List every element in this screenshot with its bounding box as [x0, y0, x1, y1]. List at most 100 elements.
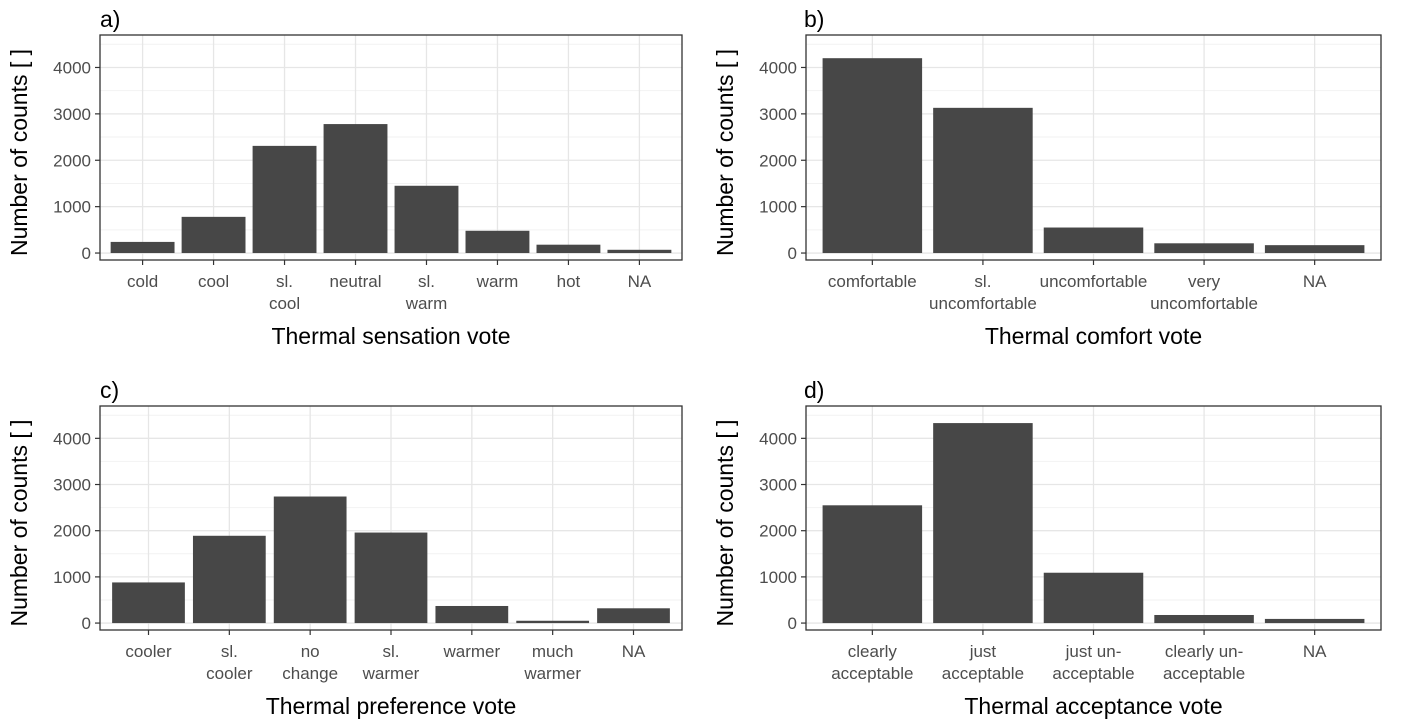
- x-tick-label: sl. cooler: [206, 642, 253, 683]
- x-tick-label-line: very: [1188, 272, 1221, 291]
- x-tick-label: NA: [622, 642, 646, 661]
- x-tick-label-line: acceptable: [1052, 664, 1134, 683]
- bar-2: [933, 423, 1033, 624]
- bar-3: [273, 496, 347, 624]
- x-tick-label: warm: [476, 272, 519, 291]
- bar-3: [1043, 572, 1144, 624]
- x-tick-label: sl. uncomfortable: [929, 272, 1037, 313]
- panel-label: a): [100, 6, 120, 32]
- bar-1: [822, 505, 923, 624]
- x-tick-label-line: sl.: [276, 272, 293, 291]
- x-tick-label: no change: [282, 642, 338, 683]
- y-tick-label: 0: [82, 244, 91, 263]
- x-tick-label-line: NA: [622, 642, 646, 661]
- x-axis-title: Thermal acceptance vote: [964, 693, 1222, 719]
- bar-7: [597, 608, 670, 624]
- x-tick-label-line: cool: [198, 272, 229, 291]
- x-tick-label-line: sl.: [974, 272, 991, 291]
- panel-label: c): [100, 377, 119, 403]
- y-tick-label: 2000: [759, 151, 797, 170]
- bar-5: [435, 605, 509, 624]
- y-tick-label: 4000: [759, 429, 797, 448]
- x-tick-label-line: clearly un-: [1165, 642, 1243, 661]
- x-tick-label-line: cooler: [125, 642, 172, 661]
- bar-2: [933, 107, 1033, 254]
- bar-2: [181, 216, 246, 254]
- x-tick-label-line: acceptable: [831, 664, 913, 683]
- x-tick-label: hot: [557, 272, 581, 291]
- panel-label: b): [804, 6, 824, 32]
- x-tick-label-line: sl.: [221, 642, 238, 661]
- bar-3: [1043, 227, 1144, 254]
- y-tick-label: 0: [788, 244, 797, 263]
- y-tick-label: 0: [788, 614, 797, 633]
- x-tick-label-line: uncomfortable: [1040, 272, 1148, 291]
- bar-4: [1154, 614, 1254, 624]
- x-tick-label: just un-acceptable: [1052, 642, 1134, 683]
- chart-panel-1: 0 1000 2000 3000 4000 cold cool sl. cool neutral s…: [6, 6, 683, 349]
- x-tick-label-line: acceptable: [942, 664, 1024, 683]
- x-tick-label: cooler: [125, 642, 172, 661]
- x-tick-label: cold: [127, 272, 158, 291]
- y-tick-label: 4000: [53, 58, 91, 77]
- x-tick-label-line: uncomfortable: [1150, 294, 1258, 313]
- y-tick-label: 3000: [53, 476, 91, 495]
- x-tick-label-line: just un-: [1065, 642, 1122, 661]
- panel-label: d): [804, 377, 824, 403]
- y-tick-label: 1000: [53, 198, 91, 217]
- x-tick-label-line: sl.: [418, 272, 435, 291]
- y-tick-label: 3000: [759, 476, 797, 495]
- bar-6: [465, 230, 530, 254]
- x-tick-label-line: uncomfortable: [929, 294, 1037, 313]
- x-tick-label: sl. warmer: [362, 642, 420, 683]
- x-tick-label: clearly acceptable: [831, 642, 913, 683]
- x-tick-label: NA: [1303, 642, 1327, 661]
- bar-5: [1264, 618, 1365, 624]
- chart-panel-3: 0 1000 2000 3000 4000 cooler sl. cooler no change…: [6, 377, 683, 719]
- x-tick-label-line: warmer: [362, 664, 420, 683]
- x-tick-label: just acceptable: [942, 642, 1024, 683]
- bar-3: [252, 145, 317, 254]
- y-tick-label: 0: [82, 614, 91, 633]
- bar-8: [607, 249, 672, 254]
- x-tick-label-line: NA: [1303, 272, 1327, 291]
- x-tick-label-line: no: [301, 642, 320, 661]
- x-tick-label-line: change: [282, 664, 338, 683]
- y-tick-label: 2000: [759, 522, 797, 541]
- x-tick-label-line: warmer: [442, 642, 500, 661]
- y-axis-title: Number of counts [ ]: [712, 49, 738, 256]
- x-axis-title: Thermal preference vote: [266, 693, 517, 719]
- bar-1: [822, 58, 923, 254]
- panel-border: [99, 34, 683, 261]
- x-tick-label: uncomfortable: [1040, 272, 1148, 291]
- chart-panel-2: 0 1000 2000 3000 4000 comfortable sl. uncomfort…: [712, 6, 1382, 349]
- x-tick-label-line: acceptable: [1163, 664, 1245, 683]
- y-tick-label: 1000: [759, 568, 797, 587]
- x-tick-label-line: NA: [628, 272, 652, 291]
- y-tick-label: 3000: [53, 105, 91, 124]
- x-tick-label-line: clearly: [848, 642, 898, 661]
- x-tick-label-line: cooler: [206, 664, 253, 683]
- x-tick-label-line: much: [532, 642, 574, 661]
- y-tick-label: 3000: [759, 105, 797, 124]
- bar-1: [112, 582, 185, 624]
- bar-4: [323, 124, 388, 254]
- x-axis-title: Thermal comfort vote: [985, 323, 1202, 349]
- x-tick-label: warmer: [442, 642, 500, 661]
- bar-1: [110, 241, 175, 254]
- x-tick-label: cool: [198, 272, 229, 291]
- y-tick-label: 1000: [759, 198, 797, 217]
- y-axis-title: Number of counts [ ]: [712, 419, 738, 626]
- bar-7: [536, 244, 601, 254]
- x-tick-label-line: hot: [557, 272, 581, 291]
- bar-5: [394, 185, 459, 254]
- x-tick-label: comfortable: [828, 272, 917, 291]
- x-tick-label-line: neutral: [330, 272, 382, 291]
- x-tick-label-line: sl.: [383, 642, 400, 661]
- x-tick-label: NA: [1303, 272, 1327, 291]
- x-tick-label-line: just: [969, 642, 997, 661]
- x-tick-label: very uncomfortable: [1150, 272, 1258, 313]
- x-axis-title: Thermal sensation vote: [271, 323, 510, 349]
- x-tick-label: NA: [628, 272, 652, 291]
